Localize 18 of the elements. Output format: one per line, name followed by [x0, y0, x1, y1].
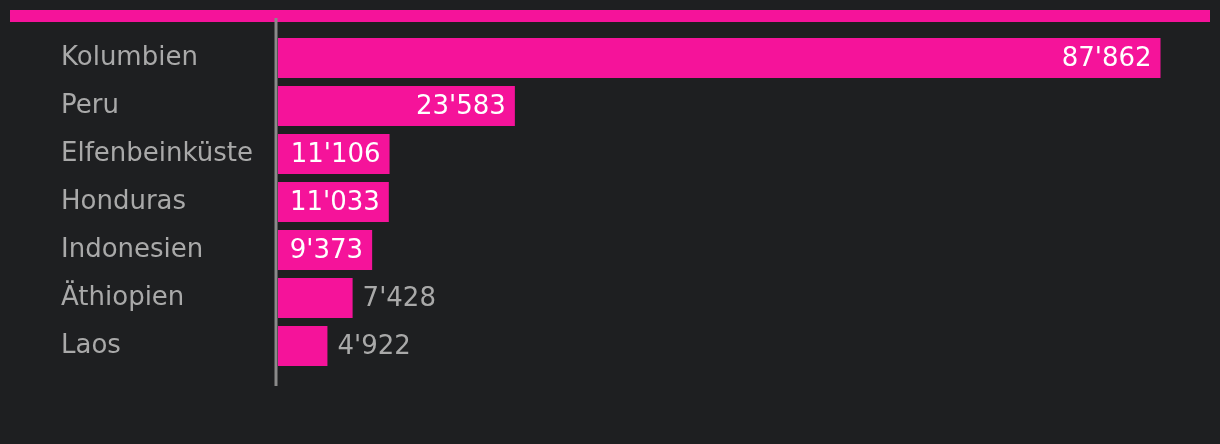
data-label: 87'862: [1061, 41, 1152, 72]
y-tick-label: Äthiopien: [61, 279, 185, 311]
y-tick-label: Elfenbeinküste: [61, 136, 253, 167]
data-label: 4'922: [337, 329, 411, 360]
y-tick-label: Peru: [61, 88, 119, 119]
y-tick-label: Indonesien: [61, 232, 204, 263]
y-tick-label: Laos: [61, 328, 121, 359]
bar: [278, 38, 1161, 78]
bar: [278, 86, 515, 126]
bar: [278, 326, 328, 366]
data-label: 23'583: [416, 89, 506, 120]
data-label: 11'033: [289, 185, 380, 216]
data-label: 11'106: [290, 137, 381, 168]
y-tick-label: Honduras: [61, 184, 187, 215]
data-label: 9'373: [289, 233, 364, 264]
bar: [278, 278, 353, 318]
data-label: 7'428: [362, 281, 436, 312]
y-tick-label: Kolumbien: [61, 40, 198, 71]
